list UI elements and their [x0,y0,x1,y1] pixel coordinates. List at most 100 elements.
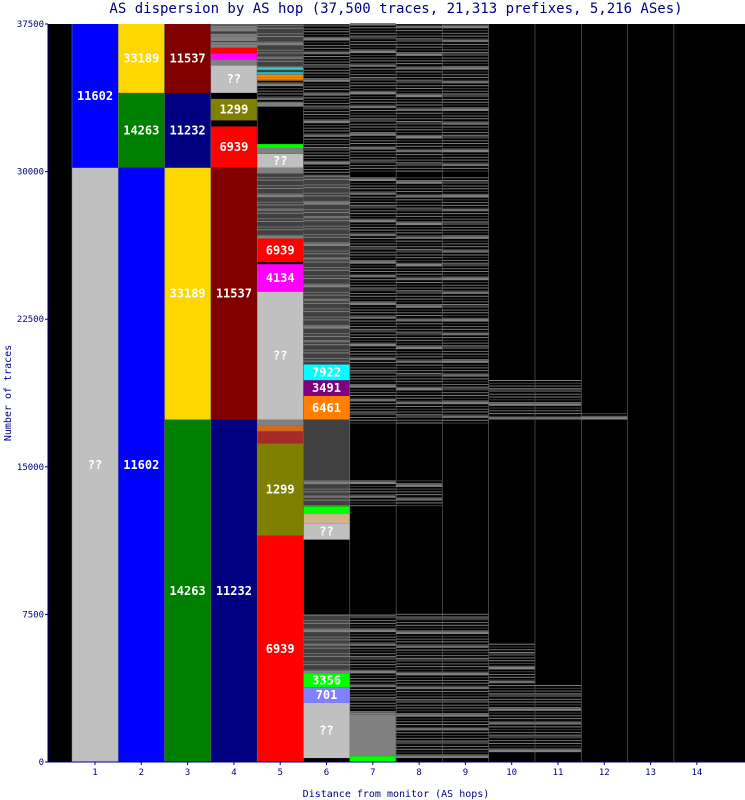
minor-as-band-hop10 [488,415,535,417]
minor-as-band-hop9 [442,668,489,670]
minor-as-band-hop9 [442,374,489,377]
minor-as-band-hop10 [488,748,535,750]
bar-segment-hop5-5 [257,291,304,420]
minor-as-band-hop7 [349,182,396,184]
minor-as-band-hop8 [396,74,443,76]
minor-as-band-hop8 [396,290,443,292]
minor-as-band-hop8 [396,364,443,366]
minor-as-band-hop9 [442,104,489,106]
minor-as-band-hop9 [442,751,489,753]
minor-as-band-hop9 [442,232,489,234]
minor-as-band-hop7 [349,712,396,715]
bar-segment-hop6-0 [303,758,350,762]
minor-as-band-hop8 [396,686,443,690]
minor-as-band-hop6 [303,72,350,74]
minor-as-band-hop7 [349,288,396,292]
minor-as-band-hop9 [442,682,489,684]
minor-as-band-hop7 [349,63,396,65]
minor-as-band-hop6 [303,360,350,362]
minor-as-band-hop9 [442,149,489,153]
minor-as-band-hop9 [442,273,489,275]
minor-as-band-hop7 [349,240,396,242]
minor-as-band-hop7 [349,361,396,363]
minor-as-band-hop7 [349,302,396,306]
bar-segment-hop3-1 [164,167,211,420]
bar-segment-hop5-10 [257,167,304,174]
minor-as-bands-group [210,23,628,759]
minor-as-band-hop8 [396,60,443,62]
minor-as-band-hop8 [396,666,443,668]
minor-as-band-hop9 [442,180,489,182]
minor-as-band-hop7 [349,218,396,220]
minor-as-band-hop8 [396,295,443,297]
minor-as-band-hop8 [396,38,443,40]
minor-as-band-hop7 [349,711,396,713]
minor-as-band-hop11 [535,715,581,717]
minor-as-band-hop8 [396,638,443,640]
minor-as-band-hop7 [349,614,396,616]
minor-as-band-hop7 [349,254,396,256]
minor-as-band-hop8 [396,229,443,231]
minor-as-band-hop6 [303,89,350,91]
minor-as-band-hop7 [349,199,396,201]
minor-as-band-hop9 [442,617,489,621]
minor-as-band-hop5 [257,185,304,187]
minor-as-band-hop9 [442,262,489,264]
minor-as-band-hop9 [442,359,489,361]
minor-as-band-hop8 [396,690,443,692]
minor-as-band-hop9 [442,671,489,673]
minor-as-band-hop8 [396,679,443,681]
minor-as-band-hop9 [442,154,489,156]
minor-as-band-hop8 [396,415,443,418]
minor-as-band-hop9 [442,319,489,322]
minor-as-band-hop9 [442,323,489,325]
minor-as-band-hop5 [257,204,304,206]
minor-as-band-hop6 [303,97,350,99]
minor-as-band-hop6 [303,311,350,313]
minor-as-band-hop7 [349,76,396,78]
minor-as-band-hop9 [442,305,489,308]
bar-segment-hop2-1 [118,92,165,168]
minor-as-band-hop10 [488,715,535,717]
y-tick-label: 7500 [22,610,44,620]
minor-as-band-hop10 [488,698,535,700]
minor-as-band-hop7 [349,129,396,131]
minor-as-band-hop10 [488,676,535,678]
minor-as-band-hop9 [442,250,489,253]
minor-as-band-hop5 [257,66,304,68]
minor-as-band-hop8 [396,80,443,84]
minor-as-band-hop9 [442,98,489,100]
minor-as-band-hop6 [303,152,350,154]
minor-as-band-hop6 [303,222,350,224]
minor-as-band-hop9 [442,145,489,147]
minor-as-band-hop9 [442,202,489,204]
minor-as-band-hop9 [442,287,489,289]
minor-as-band-hop9 [442,222,489,226]
minor-as-band-hop6 [303,34,350,36]
segment-label-hop2-0: 11602 [123,458,159,472]
minor-as-band-hop10 [488,708,535,711]
minor-as-band-hop10 [488,393,535,395]
minor-as-band-hop5 [257,38,304,40]
minor-as-band-hop6 [303,650,350,652]
minor-as-band-hop8 [396,668,443,670]
y-axis-label: Number of traces [3,345,14,441]
minor-as-band-hop9 [442,143,489,145]
y-tick-label: 15000 [17,463,44,473]
minor-as-band-hop8 [396,332,443,336]
minor-as-band-hop10 [488,720,535,722]
minor-as-band-hop7 [349,101,396,103]
minor-as-band-hop7 [349,192,396,195]
bar-segment-hop5-8 [257,238,304,263]
minor-as-band-hop8 [396,372,443,374]
minor-as-band-hop5 [257,212,304,214]
bar-segment-hop6-1 [303,702,350,759]
minor-as-band-hop6 [303,36,350,38]
minor-as-band-hop7 [349,655,396,657]
minor-as-band-hop5 [257,198,304,200]
minor-as-band-hop8 [396,122,443,125]
minor-as-band-hop7 [349,356,396,358]
minor-as-band-hop6 [303,229,350,233]
minor-as-band-hop9 [442,740,489,742]
minor-as-band-hop5 [257,234,304,236]
